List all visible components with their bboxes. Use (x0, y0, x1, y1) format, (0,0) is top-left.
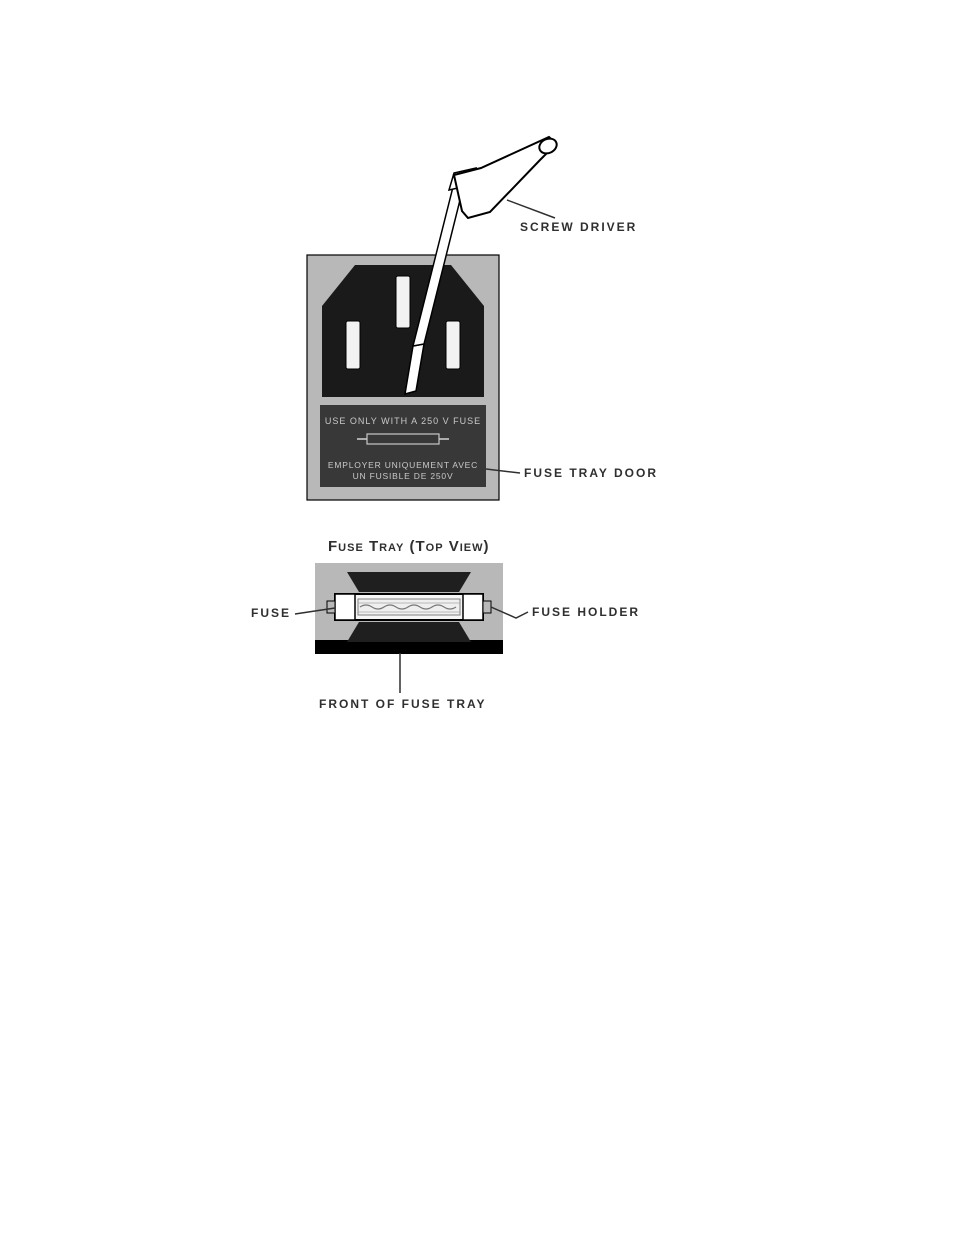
leader-screwdriver (507, 200, 555, 218)
page: USE ONLY WITH A 250 V FUSE EMPLOYER UNIQ… (0, 0, 954, 1235)
label-fuse: FUSE (251, 606, 291, 620)
prong-left (346, 321, 360, 369)
prong-right (446, 321, 460, 369)
employer-line1: EMPLOYER UNIQUEMENT AVEC (328, 460, 478, 470)
fuse-tray-ramp-bottom (347, 622, 471, 642)
holder-tab-left (327, 601, 335, 613)
prong-top (396, 276, 410, 328)
label-screw-driver: SCREW DRIVER (520, 220, 637, 234)
fuse-endcap-left (335, 594, 355, 620)
fuse-endcap-right (463, 594, 483, 620)
fuse-tray-front-edge (315, 640, 503, 654)
diagram-svg: USE ONLY WITH A 250 V FUSE EMPLOYER UNIQ… (0, 0, 954, 1235)
label-fuse-holder: FUSE HOLDER (532, 605, 640, 619)
use-only-text: USE ONLY WITH A 250 V FUSE (325, 416, 481, 426)
employer-line2: UN FUSIBLE DE 250V (353, 471, 454, 481)
label-front-of-fuse-tray: FRONT OF FUSE TRAY (319, 697, 487, 711)
fuse-tray-ramp-top (347, 572, 471, 592)
label-fuse-tray-top-view: Fuse Tray (Top View) (328, 538, 490, 555)
label-fuse-tray-door: FUSE TRAY DOOR (524, 466, 658, 480)
holder-tab-right (483, 601, 491, 613)
